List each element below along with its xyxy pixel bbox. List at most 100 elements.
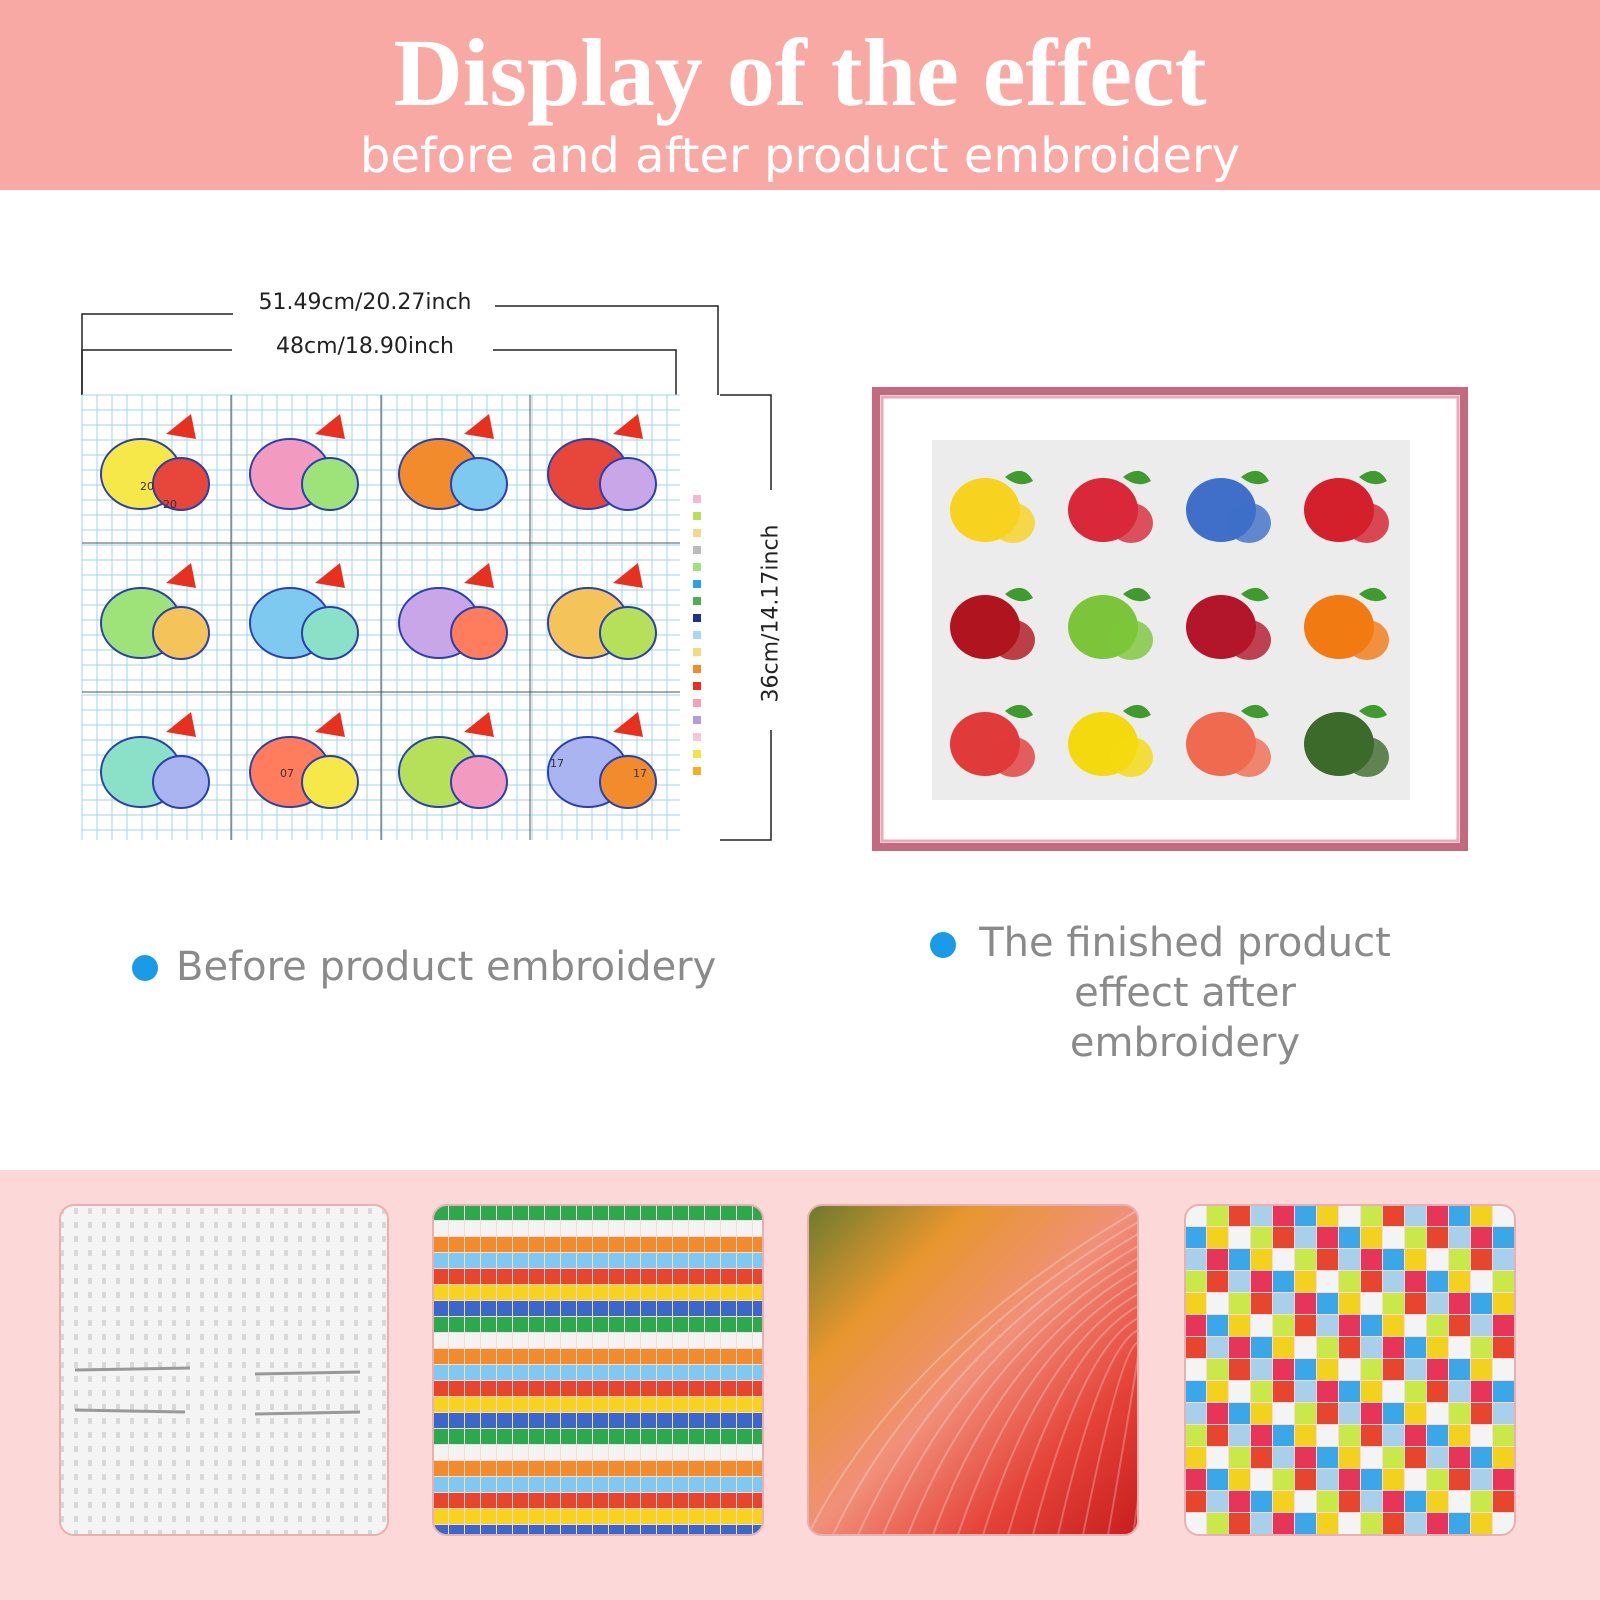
pattern-leaf <box>166 414 196 439</box>
stitch-block <box>1405 1491 1426 1512</box>
chart-cell <box>593 1493 608 1508</box>
finished-leaf <box>1241 704 1269 719</box>
stitch-block <box>1295 1227 1316 1248</box>
chart-cell <box>625 1349 640 1364</box>
chart-cell <box>561 1237 576 1252</box>
chart-cell <box>433 1269 448 1284</box>
chart-cell <box>513 1509 528 1524</box>
chart-cell <box>737 1413 752 1428</box>
chart-cell <box>497 1205 512 1220</box>
stitch-block <box>1427 1249 1448 1270</box>
chart-cell <box>497 1493 512 1508</box>
chart-cell <box>433 1253 448 1268</box>
stitch-block <box>1207 1293 1228 1314</box>
stitch-block <box>1185 1293 1206 1314</box>
stitch-block <box>1361 1403 1382 1424</box>
stitch-block <box>1493 1271 1514 1292</box>
chart-cell <box>609 1221 624 1236</box>
pattern-leaf <box>464 563 494 588</box>
chart-cell <box>465 1365 480 1380</box>
chart-cell <box>593 1397 608 1412</box>
chart-cell <box>753 1253 763 1268</box>
chart-cell <box>625 1301 640 1316</box>
chart-cell <box>625 1429 640 1444</box>
chart-cell <box>449 1237 464 1252</box>
stitch-block <box>1405 1513 1426 1534</box>
stitch-block <box>1207 1513 1228 1534</box>
chart-cell <box>513 1365 528 1380</box>
chart-cell <box>497 1445 512 1460</box>
stitch-block <box>1185 1513 1206 1534</box>
chart-cell <box>561 1445 576 1460</box>
chart-cell <box>689 1493 704 1508</box>
caption-after: The finished product effect after embroi… <box>979 920 1391 1066</box>
color-key <box>693 716 701 724</box>
stitch-block <box>1383 1359 1404 1380</box>
chart-cell <box>705 1333 720 1348</box>
chart-cell <box>481 1237 496 1252</box>
chart-cell <box>705 1317 720 1332</box>
stitch-block <box>1493 1227 1514 1248</box>
chart-cell <box>497 1509 512 1524</box>
stitch-block <box>1493 1315 1514 1336</box>
chart-cell <box>433 1237 448 1252</box>
chart-cell <box>641 1317 656 1332</box>
dimension-label: 36cm/14.17inch <box>758 524 784 703</box>
stitch-block <box>1493 1359 1514 1380</box>
finished-fruit <box>1227 620 1271 660</box>
chart-cell <box>497 1381 512 1396</box>
pattern-label: 20 <box>140 480 154 493</box>
thread <box>1057 1329 1138 1535</box>
chart-cell <box>641 1429 656 1444</box>
chart-cell <box>481 1285 496 1300</box>
stitch-block <box>1471 1205 1492 1226</box>
stitch-block <box>1427 1293 1448 1314</box>
chart-cell <box>513 1445 528 1460</box>
chart-cell <box>705 1301 720 1316</box>
chart-cell <box>497 1317 512 1332</box>
chart-cell <box>449 1269 464 1284</box>
stitch-block <box>1361 1425 1382 1446</box>
chart-cell <box>721 1333 736 1348</box>
chart-cell <box>513 1477 528 1492</box>
chart-cell <box>609 1253 624 1268</box>
pattern-leaf <box>166 712 196 737</box>
chart-cell <box>705 1269 720 1284</box>
thread <box>1032 1317 1138 1535</box>
stitch-block <box>1405 1425 1426 1446</box>
chart-cell <box>625 1461 640 1476</box>
chart-cell <box>561 1509 576 1524</box>
chart-cell <box>529 1461 544 1476</box>
stitch-block <box>1185 1249 1206 1270</box>
stitch-block <box>1471 1403 1492 1424</box>
stitch-block <box>1339 1205 1360 1226</box>
stitch-block <box>1471 1513 1492 1534</box>
stitch-block <box>1295 1403 1316 1424</box>
pattern-fruit <box>152 457 210 511</box>
stitch-block <box>1449 1359 1470 1380</box>
chart-cell <box>433 1445 448 1460</box>
chart-cell <box>529 1381 544 1396</box>
chart-cell <box>433 1221 448 1236</box>
chart-cell <box>593 1253 608 1268</box>
stitch-block <box>1317 1293 1338 1314</box>
chart-cell <box>513 1221 528 1236</box>
stitch-block <box>1449 1469 1470 1490</box>
chart-cell <box>721 1429 736 1444</box>
chart-cell <box>545 1493 560 1508</box>
stitch-block <box>1383 1425 1404 1446</box>
chart-cell <box>593 1525 608 1535</box>
stitch-block <box>1207 1205 1228 1226</box>
stitch-block <box>1427 1381 1448 1402</box>
chart-cell <box>657 1317 672 1332</box>
chart-cell <box>513 1349 528 1364</box>
chart-cell <box>449 1445 464 1460</box>
chart-cell <box>641 1397 656 1412</box>
stitch-block <box>1449 1447 1470 1468</box>
chart-cell <box>625 1509 640 1524</box>
chart-cell <box>689 1397 704 1412</box>
chart-cell <box>481 1509 496 1524</box>
chart-cell <box>529 1413 544 1428</box>
chart-cell <box>689 1317 704 1332</box>
